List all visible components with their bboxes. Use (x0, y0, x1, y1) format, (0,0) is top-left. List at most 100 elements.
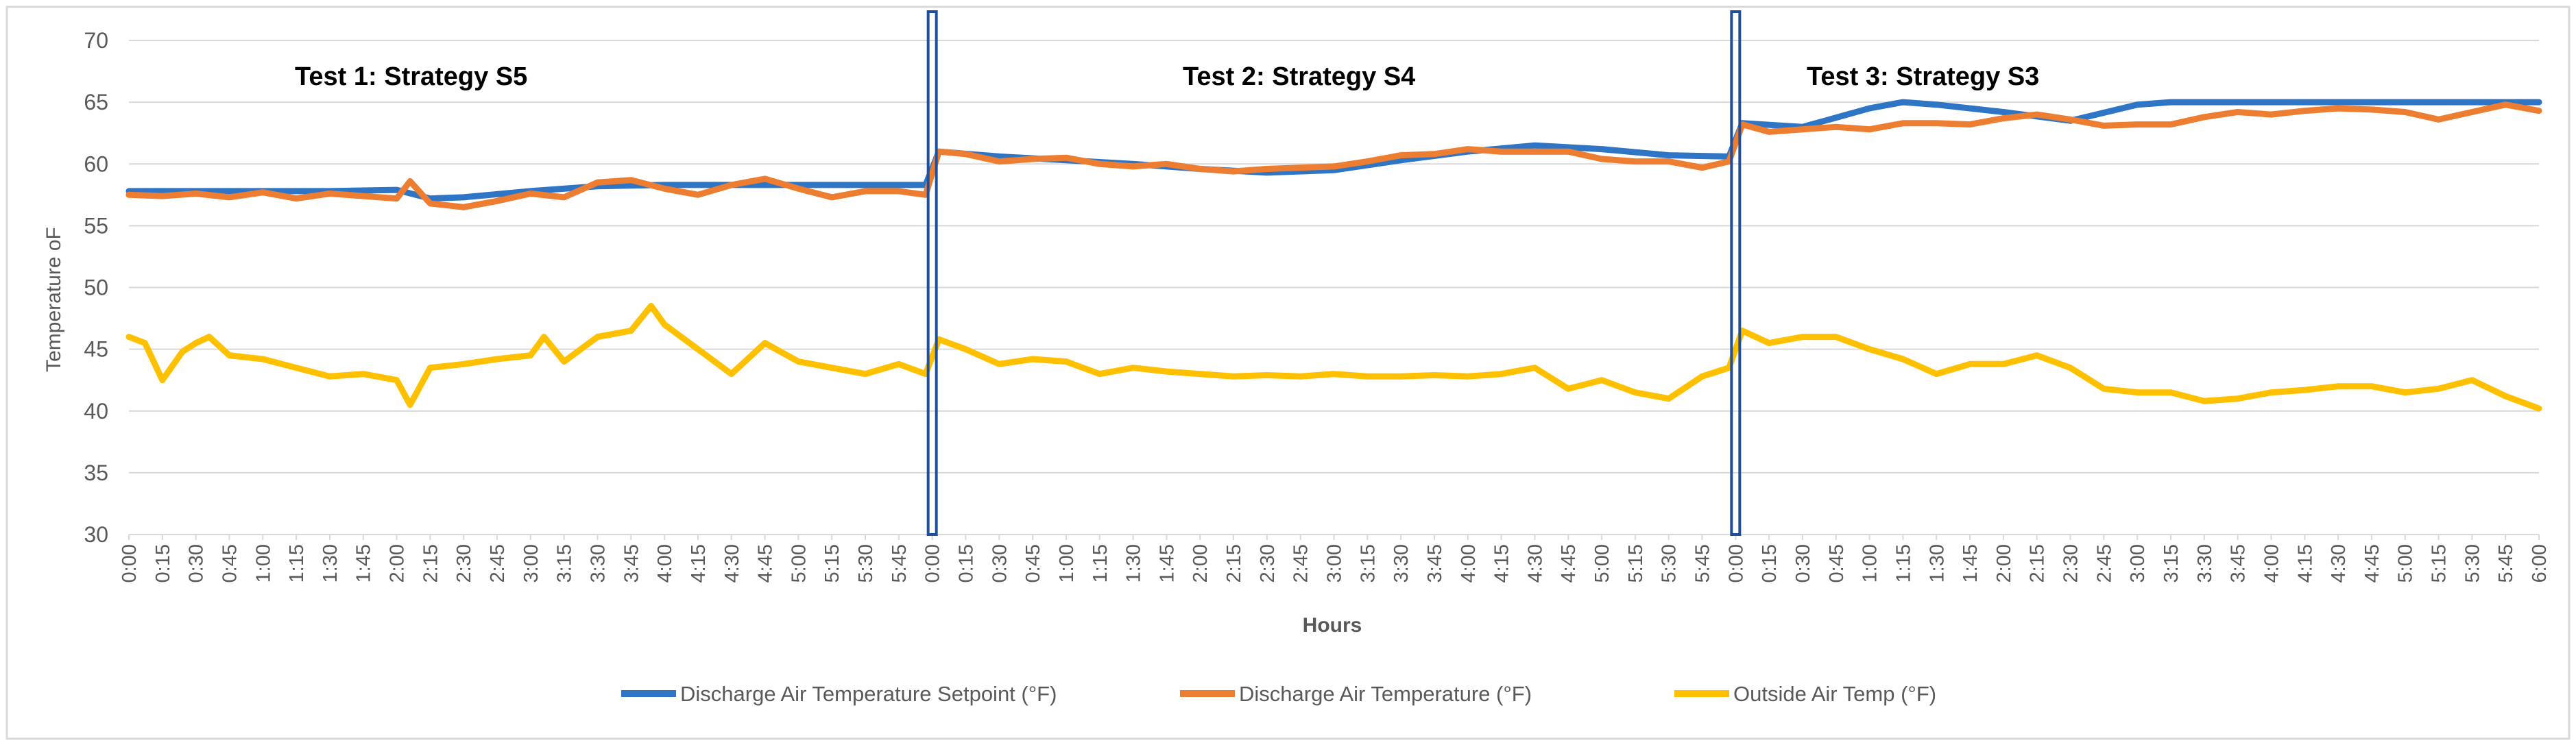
x-tick-label: 1:30 (1926, 544, 1948, 582)
x-tick-label: 0:00 (1725, 544, 1747, 582)
y-tick-label: 55 (84, 213, 108, 238)
x-tick-label: 2:45 (487, 544, 509, 582)
x-tick-label: 4:30 (721, 544, 743, 582)
legend-label: Discharge Air Temperature (°F) (1239, 682, 1532, 706)
x-tick-label: 3:15 (554, 544, 576, 582)
y-tick-label: 30 (84, 522, 108, 547)
x-tick-label: 3:15 (1357, 544, 1379, 582)
x-tick-label: 0:45 (1826, 544, 1848, 582)
chart-border (5, 5, 2571, 740)
x-tick-label: 1:15 (1892, 544, 1914, 582)
y-axis-title: Temperature oF (43, 227, 65, 372)
x-tick-label: 5:45 (1692, 544, 1714, 582)
x-tick-label: 5:00 (2395, 544, 2417, 582)
x-tick-label: 3:45 (621, 544, 642, 582)
series-lines (125, 99, 2542, 412)
x-tick-label: 3:30 (1391, 544, 1412, 582)
x-tick-label: 2:45 (2093, 544, 2115, 582)
x-axis: 0:00 0:15 0:30 0:45 1:00 1:15 1:30 1:45 2:00 2:15… (119, 535, 2551, 582)
x-tick-label: 5:30 (1659, 544, 1681, 582)
x-tick-label: 5:00 (1591, 544, 1613, 582)
x-tick-label: 0:30 (1792, 544, 1814, 582)
x-tick-label: 4:45 (2361, 544, 2383, 582)
x-tick-label: 1:45 (1156, 544, 1178, 582)
y-tick-label: 35 (84, 461, 108, 485)
x-axis-title: Hours (1303, 614, 1362, 637)
x-tick-label: 3:15 (2160, 544, 2182, 582)
segment-label: Test 3: Strategy S3 (1807, 62, 2039, 91)
series-line-2 (125, 101, 2542, 210)
y-tick-label: 65 (84, 90, 108, 114)
x-tick-label: 2:45 (1290, 544, 1312, 582)
x-tick-label: 3:00 (1324, 544, 1346, 582)
x-tick-label: 2:30 (453, 544, 475, 582)
test-segments: Test 1: Strategy S5 Test 2: Strategy S4 Te… (295, 10, 2039, 536)
x-tick-label: 4:15 (1491, 544, 1513, 582)
x-tick-label: 0:00 (922, 544, 944, 582)
segment-divider (926, 10, 938, 536)
x-tick-label: 2:00 (1190, 544, 1212, 582)
x-tick-label: 4:15 (688, 544, 710, 582)
series-line-1 (125, 99, 2542, 202)
x-tick-label: 3:45 (2228, 544, 2250, 582)
x-tick-label: 1:30 (1123, 544, 1145, 582)
x-tick-label: 0:30 (186, 544, 208, 582)
x-tick-label: 3:00 (2127, 544, 2149, 582)
x-tick-label: 0:15 (152, 544, 174, 582)
x-tick-label: 2:00 (387, 544, 409, 582)
x-tick-label: 5:15 (2429, 544, 2451, 582)
x-tick-label: 1:15 (286, 544, 308, 582)
x-tick-label: 0:15 (955, 544, 977, 582)
x-tick-label: 6:00 (2529, 544, 2551, 582)
x-tick-label: 2:00 (1993, 544, 2015, 582)
segment-divider (1730, 10, 1742, 536)
x-tick-label: 4:30 (2328, 544, 2350, 582)
x-tick-label: 4:15 (2294, 544, 2316, 582)
x-tick-label: 4:00 (1458, 544, 1480, 582)
x-tick-label: 5:30 (855, 544, 877, 582)
x-tick-label: 5:45 (2495, 544, 2517, 582)
legend-label: Discharge Air Temperature Setpoint (°F) (680, 682, 1057, 706)
x-tick-label: 0:15 (1759, 544, 1781, 582)
x-tick-label: 1:15 (1090, 544, 1111, 582)
y-tick-label: 45 (84, 337, 108, 362)
x-tick-label: 4:00 (654, 544, 676, 582)
y-tick-label: 60 (84, 151, 108, 176)
x-tick-label: 5:30 (2461, 544, 2483, 582)
x-tick-label: 5:00 (788, 544, 810, 582)
x-tick-label: 1:00 (1056, 544, 1078, 582)
x-tick-label: 5:15 (821, 544, 843, 582)
x-tick-label: 2:30 (1257, 544, 1279, 582)
x-tick-label: 0:45 (219, 544, 241, 582)
x-tick-label: 0:00 (119, 544, 141, 582)
x-tick-label: 5:15 (1625, 544, 1647, 582)
x-tick-label: 1:00 (252, 544, 274, 582)
y-tick-label: 70 (84, 28, 108, 53)
legend-label: Outside Air Temp (°F) (1733, 682, 1936, 706)
y-tick-label: 40 (84, 399, 108, 423)
x-tick-label: 1:00 (1859, 544, 1881, 582)
x-tick-label: 1:30 (320, 544, 341, 582)
x-tick-label: 4:30 (1524, 544, 1546, 582)
x-tick-label: 4:00 (2261, 544, 2283, 582)
x-tick-label: 4:45 (1558, 544, 1580, 582)
x-tick-label: 0:45 (1022, 544, 1044, 582)
x-tick-label: 5:45 (889, 544, 911, 582)
legend: Discharge Air Temperature Setpoint (°F) D… (621, 682, 1936, 706)
x-tick-label: 1:45 (353, 544, 375, 582)
x-tick-label: 3:00 (520, 544, 542, 582)
x-tick-label: 1:45 (1960, 544, 1982, 582)
x-tick-label: 0:30 (989, 544, 1011, 582)
y-axis: 30 35 40 45 50 55 60 65 70 (84, 28, 108, 547)
series-line-3 (125, 303, 2542, 412)
x-tick-label: 4:45 (755, 544, 777, 582)
x-tick-label: 3:45 (1424, 544, 1446, 582)
x-tick-label: 2:15 (1223, 544, 1245, 582)
x-tick-label: 2:30 (2060, 544, 2082, 582)
x-tick-label: 2:15 (2027, 544, 2049, 582)
y-tick-label: 50 (84, 275, 108, 300)
segment-label: Test 1: Strategy S5 (295, 62, 527, 91)
x-tick-label: 3:30 (587, 544, 609, 582)
segment-label: Test 2: Strategy S4 (1183, 62, 1415, 91)
